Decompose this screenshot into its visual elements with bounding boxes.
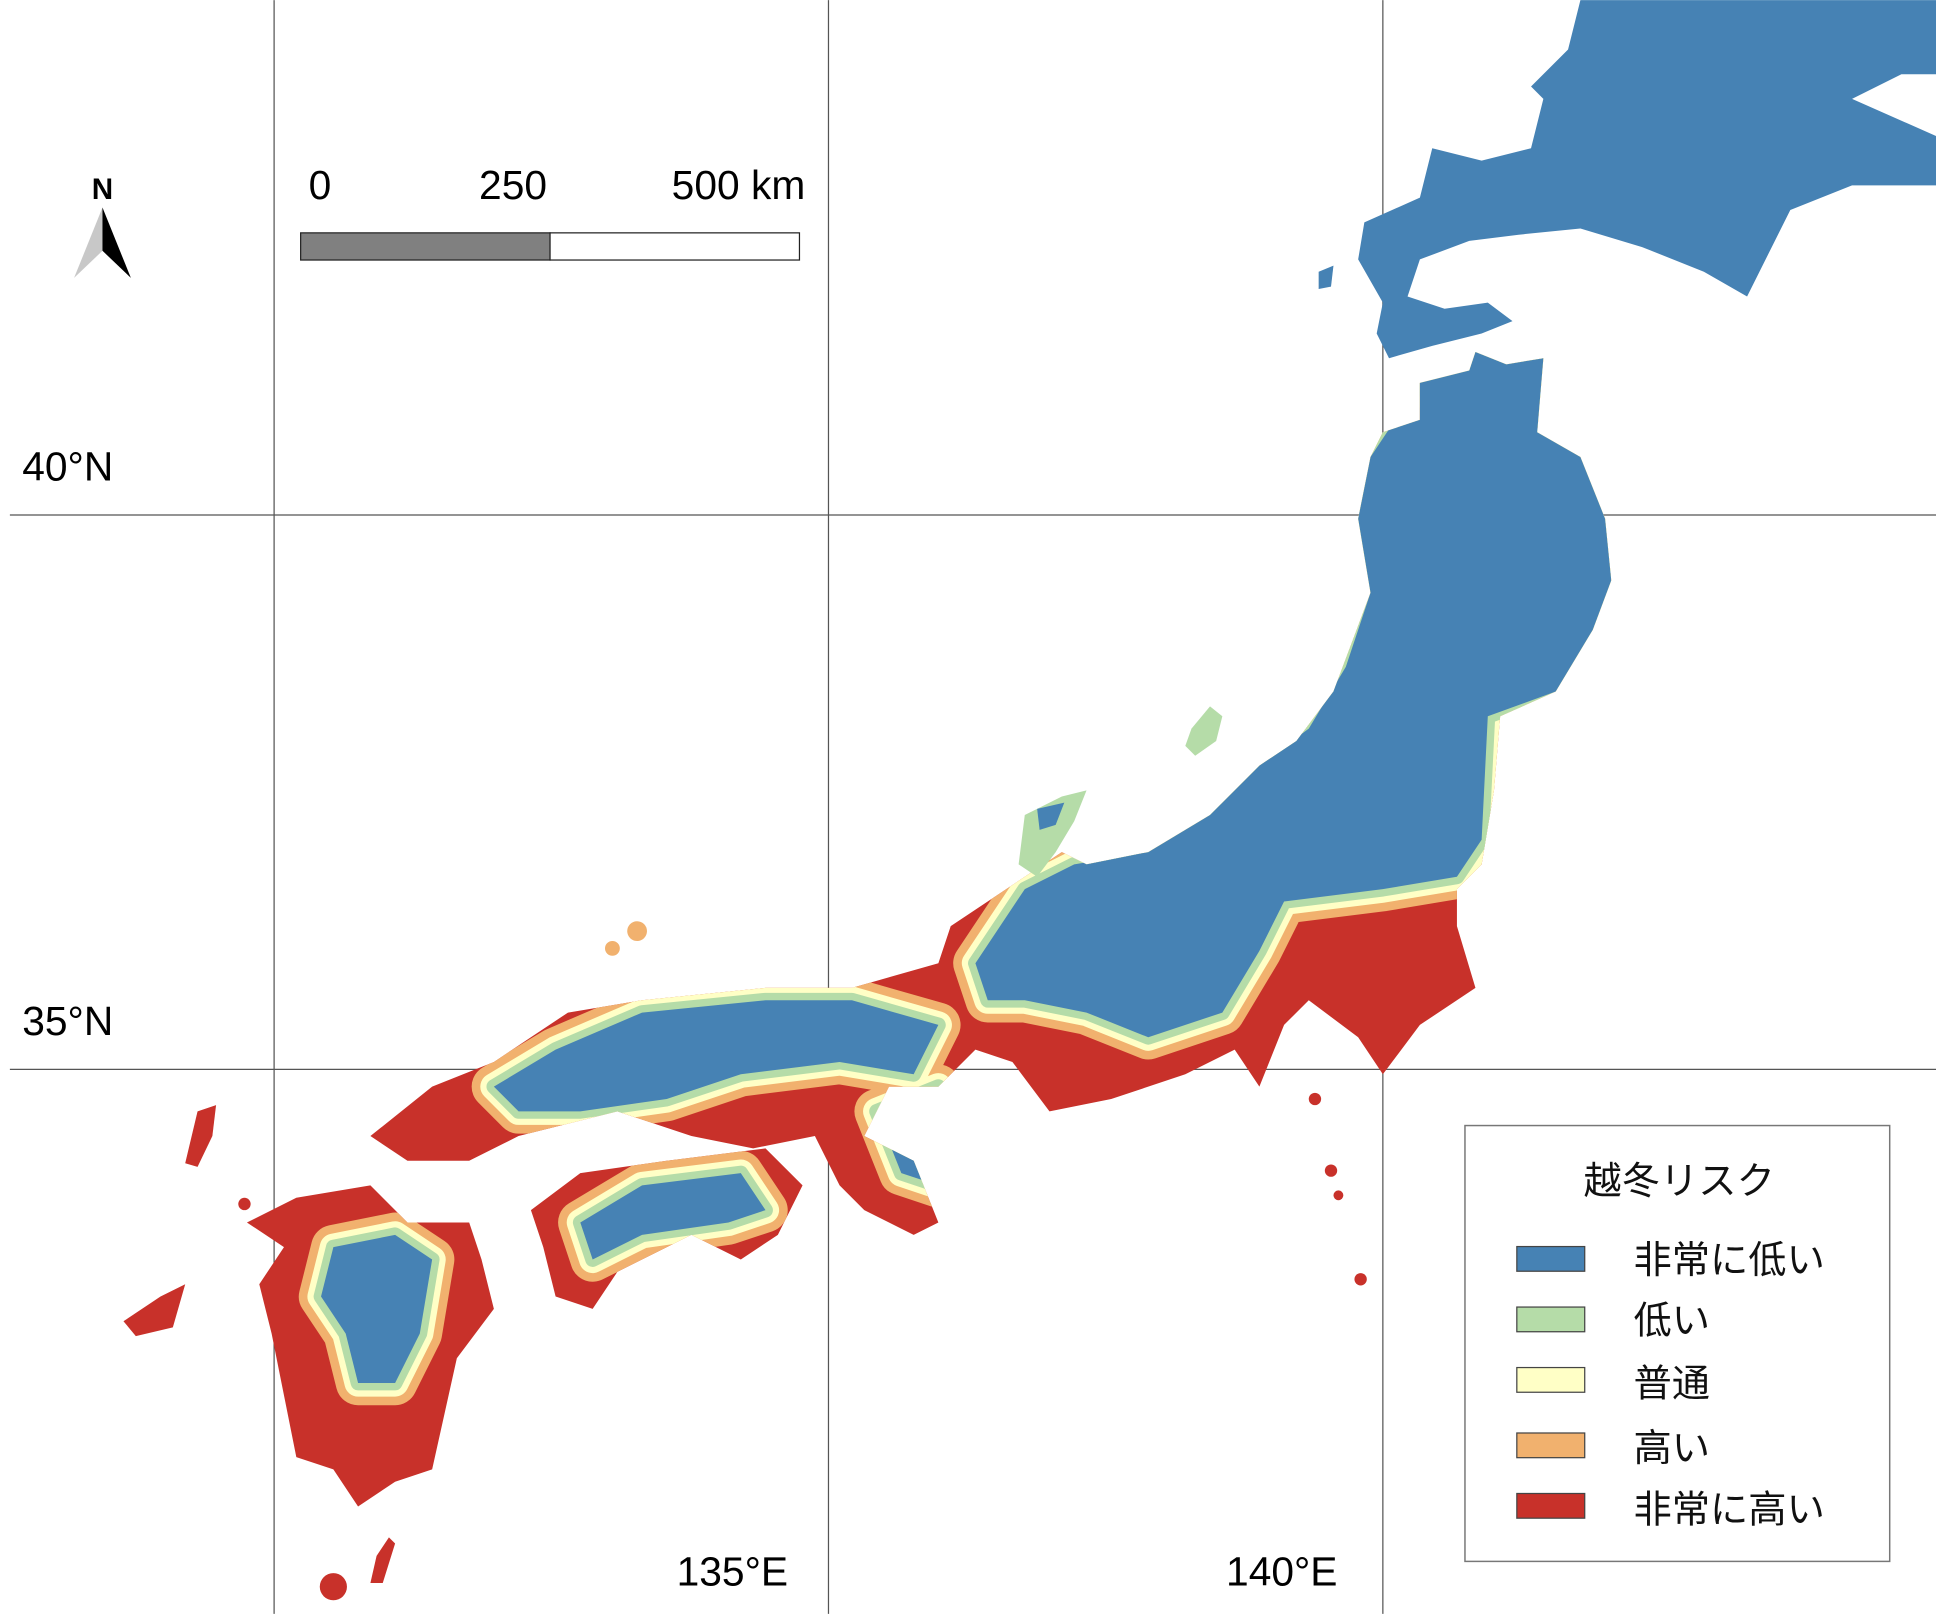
scale-segment-empty (549, 232, 801, 261)
scale-label-500: 500 km (672, 162, 806, 208)
legend-item: 高い (1516, 1426, 1711, 1471)
legend-swatch (1516, 1366, 1586, 1393)
longitude-label-140e: 140°E (1226, 1548, 1337, 1594)
north-arrow-right-icon (102, 207, 131, 278)
island (1324, 1164, 1338, 1177)
latitude-label-35n: 35°N (22, 998, 113, 1044)
scale-segment-filled (300, 232, 551, 261)
island-oki (627, 921, 647, 941)
legend-item: 非常に高い (1516, 1488, 1825, 1533)
island-tsushima (185, 1105, 217, 1167)
legend: 越冬リスク 非常に低い 低い 普通 高い 非常に高い (1464, 1124, 1891, 1563)
legend-title: 越冬リスク (1584, 1159, 1775, 1204)
longitude-label-135e: 135°E (677, 1548, 788, 1594)
legend-item: 普通 (1516, 1362, 1711, 1407)
island (1308, 1092, 1322, 1106)
legend-box (1464, 1124, 1891, 1563)
island (1333, 1190, 1344, 1201)
legend-item: 低い (1516, 1299, 1711, 1344)
latitude-label-40n: 40°N (22, 443, 113, 489)
legend-label: 非常に低い (1634, 1238, 1825, 1283)
island-yakushima (319, 1573, 347, 1601)
legend-swatch (1516, 1306, 1586, 1333)
legend-label: 非常に高い (1634, 1488, 1825, 1533)
legend-swatch (1516, 1245, 1586, 1272)
scale-label-250: 250 (479, 162, 547, 208)
hokkaido (1358, 0, 1936, 359)
legend-label: 高い (1634, 1426, 1711, 1471)
legend-label: 低い (1634, 1299, 1711, 1344)
island (605, 940, 620, 956)
legend-label: 普通 (1634, 1362, 1711, 1407)
island (1037, 802, 1065, 830)
legend-swatch (1516, 1432, 1586, 1459)
island (1354, 1273, 1367, 1286)
noto-peninsula (1018, 790, 1087, 877)
scale-bar: 0 250 500 km (300, 162, 806, 261)
island-tanegashima (370, 1537, 396, 1584)
island (1318, 265, 1334, 290)
island (238, 1197, 251, 1211)
legend-swatch (1516, 1492, 1586, 1519)
north-arrow-left-icon (74, 207, 103, 278)
north-arrow: N (74, 173, 131, 278)
north-label: N (92, 173, 113, 206)
island-goto (123, 1284, 186, 1337)
scale-label-0: 0 (309, 162, 332, 208)
island-sado (1185, 706, 1223, 756)
legend-item: 非常に低い (1516, 1238, 1825, 1283)
